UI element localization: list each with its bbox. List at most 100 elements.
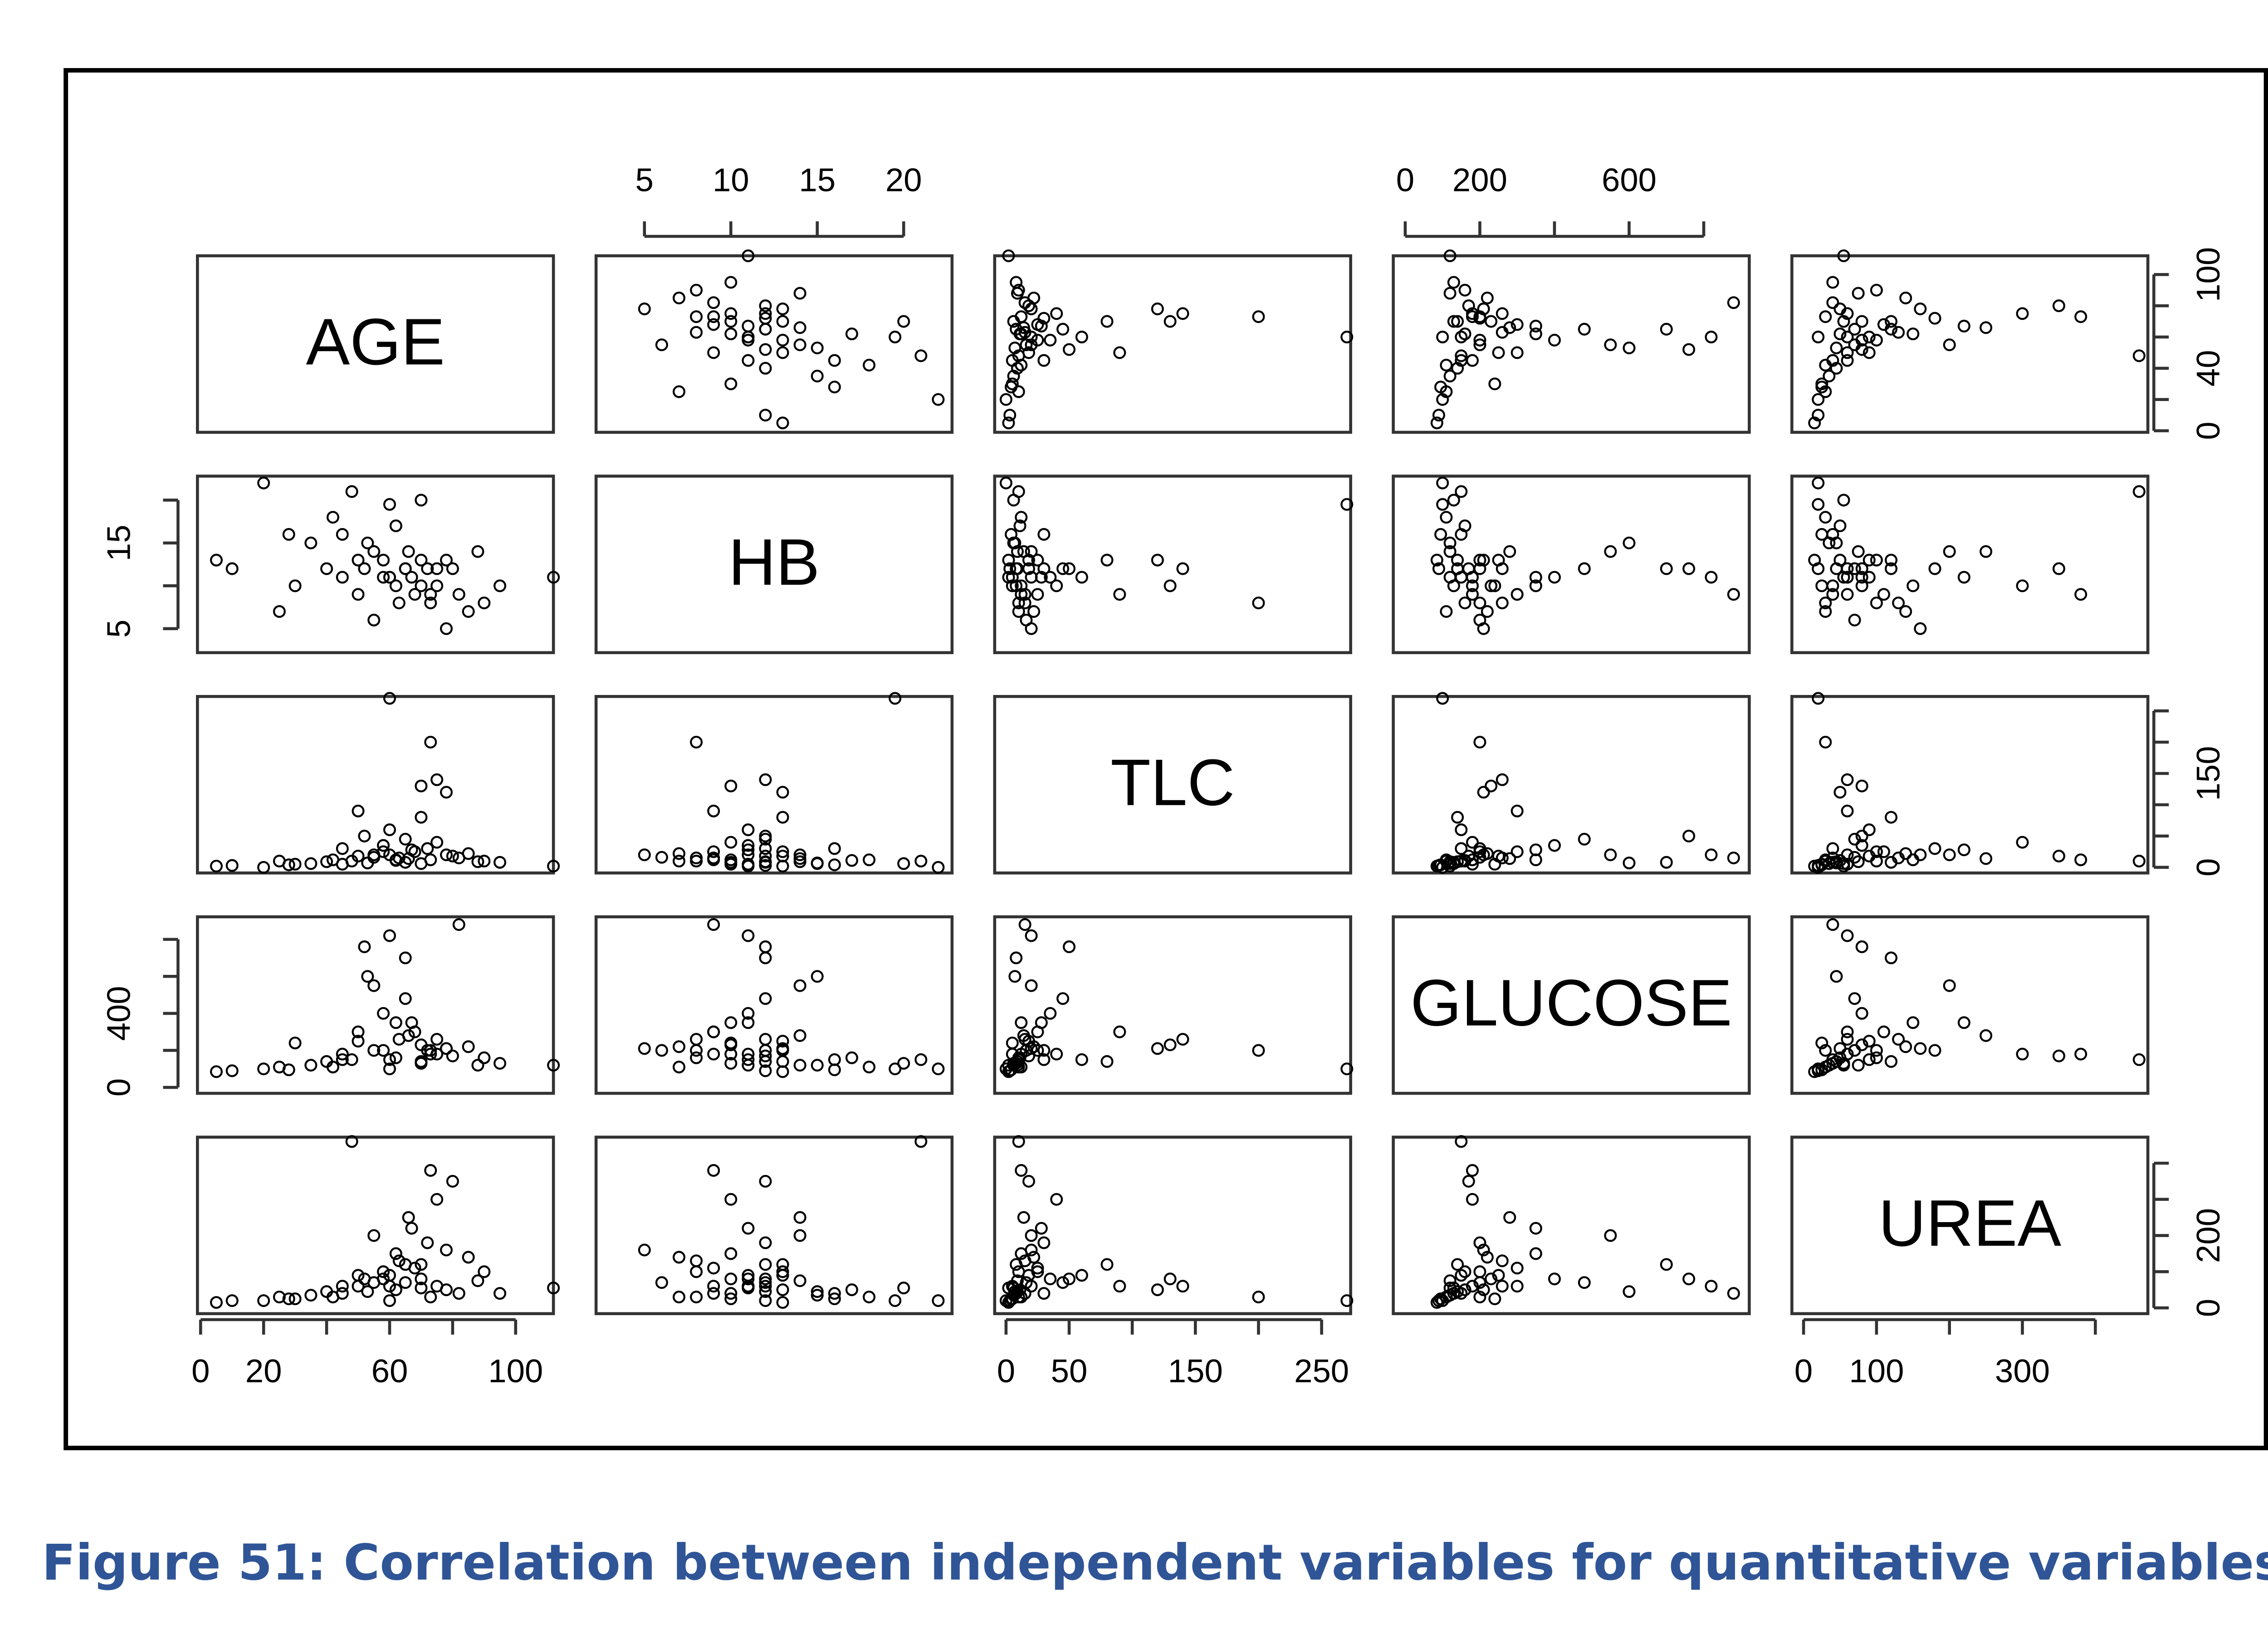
point [724,1057,738,1070]
point [1877,1025,1891,1038]
point [1529,1222,1542,1235]
point [383,692,396,705]
point [494,1287,507,1300]
point [1548,571,1561,584]
point [1830,562,1843,575]
point [776,845,789,858]
point [415,811,428,824]
point [1008,970,1022,983]
point [932,1294,945,1307]
point [1841,354,1854,367]
point [1957,843,1970,856]
point [724,1272,738,1286]
point [1980,1029,1993,1042]
point [1928,312,1941,325]
point [430,562,444,575]
point [1870,333,1883,347]
point [345,1135,358,1148]
point [759,855,772,868]
point [383,1294,396,1307]
point [690,326,703,339]
point [392,1032,406,1046]
point [811,342,824,355]
point [724,1193,738,1206]
point [1455,1269,1468,1282]
point [1855,562,1868,575]
point [1682,829,1696,842]
point [1027,1040,1041,1053]
point [1443,1274,1457,1287]
point [1914,622,1927,635]
point [1826,588,1839,601]
point [1870,855,1883,868]
point [377,1007,390,1020]
point [724,1287,738,1300]
point [1050,1047,1063,1061]
point [1044,1007,1057,1020]
point [1841,1032,1854,1046]
point [1044,571,1057,584]
point [1548,333,1561,347]
point [1812,498,1825,511]
point [828,858,841,871]
point [1855,779,1868,793]
point [1819,310,1832,323]
point [1870,1051,1883,1064]
panel-frame [1392,254,1751,434]
point [828,354,841,367]
point [377,1265,390,1278]
x-tick-label: 20 [885,161,922,198]
point [999,476,1012,489]
point [1826,354,1839,367]
point [415,779,428,793]
point [462,1040,475,1053]
point [1914,302,1927,315]
point [424,1164,437,1177]
point [1819,855,1832,868]
variable-name: HB [728,525,820,599]
point [1510,845,1524,858]
point [1485,779,1498,793]
point [1510,318,1524,331]
point [1113,588,1126,601]
point [1012,1265,1025,1278]
point [1837,1057,1850,1070]
point [742,1280,755,1293]
point [352,553,365,567]
panel-frame [1790,915,2150,1095]
point [1529,579,1542,592]
point [1819,1061,1832,1074]
point [724,315,738,328]
point [759,842,772,855]
point [288,579,302,592]
point [1037,528,1051,541]
point [1458,1265,1471,1278]
point [421,842,434,855]
point [1855,839,1868,852]
point [1075,571,1088,584]
point [1503,852,1516,865]
point [2074,1047,2087,1061]
point [793,287,807,300]
point [932,393,945,406]
point [288,858,302,871]
x-tick-label: 0 [1794,1353,1813,1389]
point [210,1065,223,1078]
point [793,338,807,352]
y-tick-label: 40 [2190,350,2227,387]
point [1473,553,1486,567]
point [304,857,318,870]
point [845,328,858,341]
point [845,1283,858,1297]
x-tick-label: 10 [713,161,749,198]
point [1808,416,1821,430]
point [1862,1053,1876,1066]
point [430,579,444,592]
point [1510,588,1524,601]
point [288,1292,302,1306]
point [1012,385,1025,398]
point [1447,857,1460,870]
point [1002,416,1015,430]
point [776,315,789,328]
panel-frame [1392,695,1751,875]
